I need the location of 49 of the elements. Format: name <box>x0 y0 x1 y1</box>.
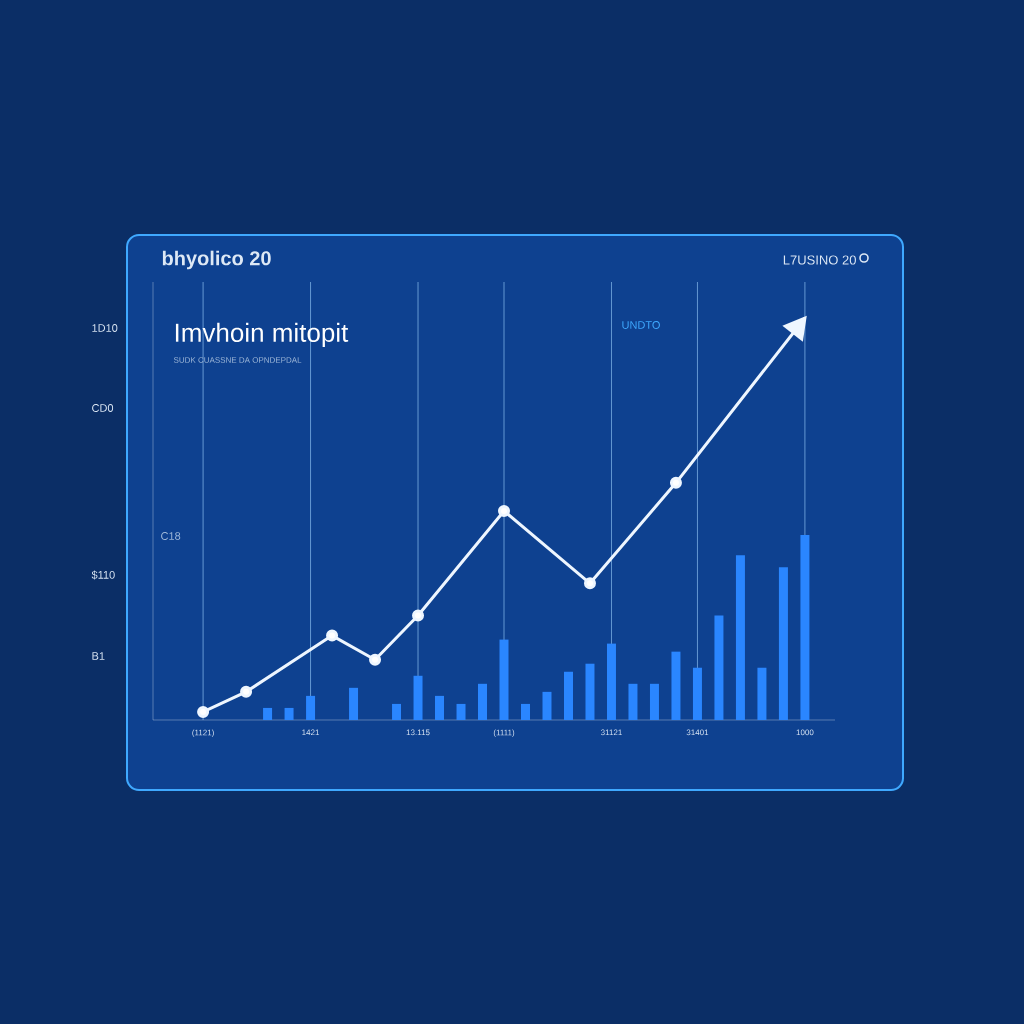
bar <box>542 691 552 720</box>
text: B1 <box>92 652 105 660</box>
bar <box>563 671 573 720</box>
x-tick-label: (1111) <box>493 729 515 737</box>
x-tick-label: 31401 <box>686 729 709 736</box>
point <box>583 577 596 590</box>
chart-subtitle: Imvhoin mitopit <box>175 322 349 348</box>
chart-title: bhyolico 20 <box>162 250 271 270</box>
bar <box>284 707 294 720</box>
bar <box>585 663 595 720</box>
point <box>197 705 210 718</box>
bar <box>606 643 616 720</box>
annotation: SUDK CUASSNE DA OPNDEPDAL <box>173 357 302 363</box>
point <box>412 609 425 622</box>
bar <box>778 567 788 720</box>
point <box>498 504 510 517</box>
x-tick-label: (1121) <box>192 729 214 737</box>
text: CD0 <box>92 404 114 412</box>
bar <box>499 639 509 720</box>
bar <box>628 683 638 720</box>
text: 1D10 <box>92 324 118 332</box>
bar <box>413 675 423 720</box>
bar <box>735 555 745 720</box>
bar <box>456 703 466 720</box>
bar <box>692 667 702 720</box>
point <box>369 653 382 666</box>
bar <box>478 683 488 720</box>
x-tick-label: 13.115 <box>406 729 430 736</box>
bar <box>435 695 445 720</box>
text: C18 <box>161 532 181 540</box>
bar <box>757 667 767 720</box>
bar <box>306 695 316 720</box>
bar <box>263 707 273 720</box>
bar <box>671 651 681 720</box>
bar <box>649 683 659 720</box>
text: L7USINO 20 <box>783 255 856 265</box>
point <box>326 629 339 642</box>
x-tick-label: 31121 <box>600 729 622 736</box>
x-tick-label: 1421 <box>302 729 320 736</box>
text: $110 <box>91 570 115 580</box>
point <box>240 685 253 698</box>
x-tick-label: 1000 <box>796 729 814 736</box>
bar <box>714 615 724 720</box>
bar <box>800 535 810 720</box>
bar <box>349 687 359 720</box>
annotation: UNDTO <box>622 321 660 329</box>
bar <box>521 703 530 720</box>
point <box>669 476 682 489</box>
bar <box>392 703 402 720</box>
